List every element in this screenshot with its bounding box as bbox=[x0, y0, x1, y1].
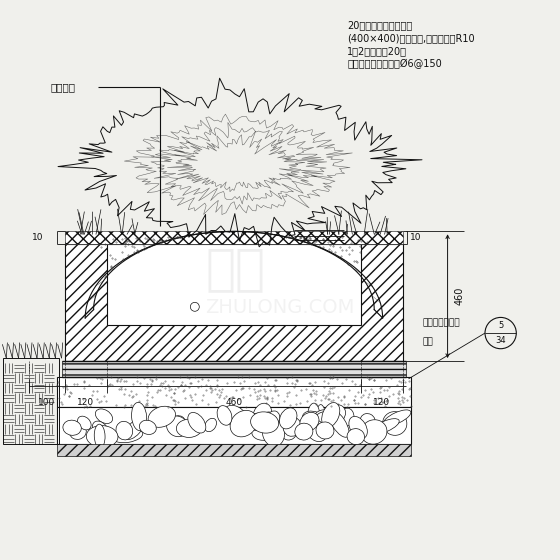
Ellipse shape bbox=[253, 403, 272, 425]
Ellipse shape bbox=[166, 416, 188, 437]
Ellipse shape bbox=[302, 414, 330, 431]
Ellipse shape bbox=[382, 412, 407, 435]
Bar bbox=[107, 244, 361, 325]
Text: 品品花钒: 品品花钒 bbox=[51, 82, 76, 92]
Ellipse shape bbox=[300, 412, 319, 431]
Ellipse shape bbox=[307, 417, 328, 435]
Ellipse shape bbox=[248, 413, 265, 430]
Ellipse shape bbox=[347, 428, 365, 445]
Ellipse shape bbox=[314, 412, 333, 426]
Ellipse shape bbox=[95, 409, 113, 423]
Bar bbox=[65, 244, 403, 361]
Ellipse shape bbox=[139, 420, 156, 435]
Text: (400×400)无缝拼接,过渡倒圆角R10: (400×400)无缝拼接,过渡倒圆角R10 bbox=[347, 33, 475, 43]
Ellipse shape bbox=[307, 403, 320, 431]
Bar bbox=[57, 444, 411, 456]
Text: 100: 100 bbox=[38, 398, 55, 408]
Ellipse shape bbox=[328, 409, 349, 437]
Ellipse shape bbox=[306, 419, 327, 441]
Text: 5: 5 bbox=[498, 321, 503, 330]
Ellipse shape bbox=[283, 417, 301, 436]
Ellipse shape bbox=[86, 426, 118, 447]
Ellipse shape bbox=[340, 408, 354, 426]
Ellipse shape bbox=[295, 423, 313, 440]
Text: 1：2水泥沙捦20厚: 1：2水泥沙捦20厚 bbox=[347, 46, 407, 56]
Bar bbox=[57, 377, 411, 407]
Ellipse shape bbox=[69, 424, 86, 440]
Ellipse shape bbox=[316, 422, 334, 439]
Ellipse shape bbox=[361, 413, 375, 428]
Text: 460: 460 bbox=[225, 398, 242, 408]
Ellipse shape bbox=[263, 419, 284, 446]
Bar bbox=[62, 361, 405, 377]
Ellipse shape bbox=[204, 418, 217, 432]
Ellipse shape bbox=[176, 419, 202, 437]
Text: 20厚芝麻天光面花岗岩: 20厚芝麻天光面花岗岩 bbox=[347, 20, 412, 30]
Ellipse shape bbox=[279, 408, 297, 429]
Text: 120: 120 bbox=[77, 398, 95, 408]
Ellipse shape bbox=[313, 410, 337, 431]
Ellipse shape bbox=[238, 417, 250, 433]
Ellipse shape bbox=[132, 403, 147, 431]
Ellipse shape bbox=[315, 405, 326, 437]
Text: 34: 34 bbox=[496, 336, 506, 345]
Ellipse shape bbox=[94, 424, 105, 448]
Ellipse shape bbox=[63, 420, 81, 435]
Ellipse shape bbox=[327, 405, 346, 423]
Text: 现浇钉筋混凝土内配Ø6@150: 现浇钉筋混凝土内配Ø6@150 bbox=[347, 59, 442, 69]
Ellipse shape bbox=[267, 411, 279, 426]
Text: 10: 10 bbox=[409, 233, 421, 242]
Ellipse shape bbox=[256, 416, 272, 431]
Ellipse shape bbox=[113, 429, 143, 443]
Text: 460: 460 bbox=[454, 287, 464, 305]
Ellipse shape bbox=[92, 421, 109, 440]
Text: 详见: 详见 bbox=[422, 338, 433, 347]
Ellipse shape bbox=[223, 405, 248, 428]
Ellipse shape bbox=[188, 413, 206, 433]
Text: 筑龙: 筑龙 bbox=[206, 245, 265, 293]
Ellipse shape bbox=[252, 421, 281, 440]
Text: 10: 10 bbox=[32, 233, 44, 242]
Text: ZHULONG.COM: ZHULONG.COM bbox=[206, 298, 354, 318]
Bar bbox=[65, 231, 403, 244]
Ellipse shape bbox=[217, 405, 232, 425]
Ellipse shape bbox=[372, 419, 399, 434]
Ellipse shape bbox=[77, 416, 91, 430]
Ellipse shape bbox=[384, 410, 411, 426]
Ellipse shape bbox=[302, 411, 328, 429]
Ellipse shape bbox=[321, 403, 340, 427]
Ellipse shape bbox=[260, 412, 273, 426]
Ellipse shape bbox=[171, 416, 186, 431]
Ellipse shape bbox=[280, 421, 297, 440]
Bar bbox=[3, 358, 59, 444]
Ellipse shape bbox=[349, 417, 367, 438]
Ellipse shape bbox=[148, 406, 175, 427]
Ellipse shape bbox=[125, 419, 144, 440]
Ellipse shape bbox=[251, 412, 279, 433]
Bar bbox=[57, 407, 411, 444]
Text: 120: 120 bbox=[374, 398, 390, 408]
Ellipse shape bbox=[230, 410, 257, 437]
Ellipse shape bbox=[116, 421, 133, 440]
Text: 广场铺装结构层: 广场铺装结构层 bbox=[422, 319, 460, 328]
Ellipse shape bbox=[361, 420, 387, 444]
